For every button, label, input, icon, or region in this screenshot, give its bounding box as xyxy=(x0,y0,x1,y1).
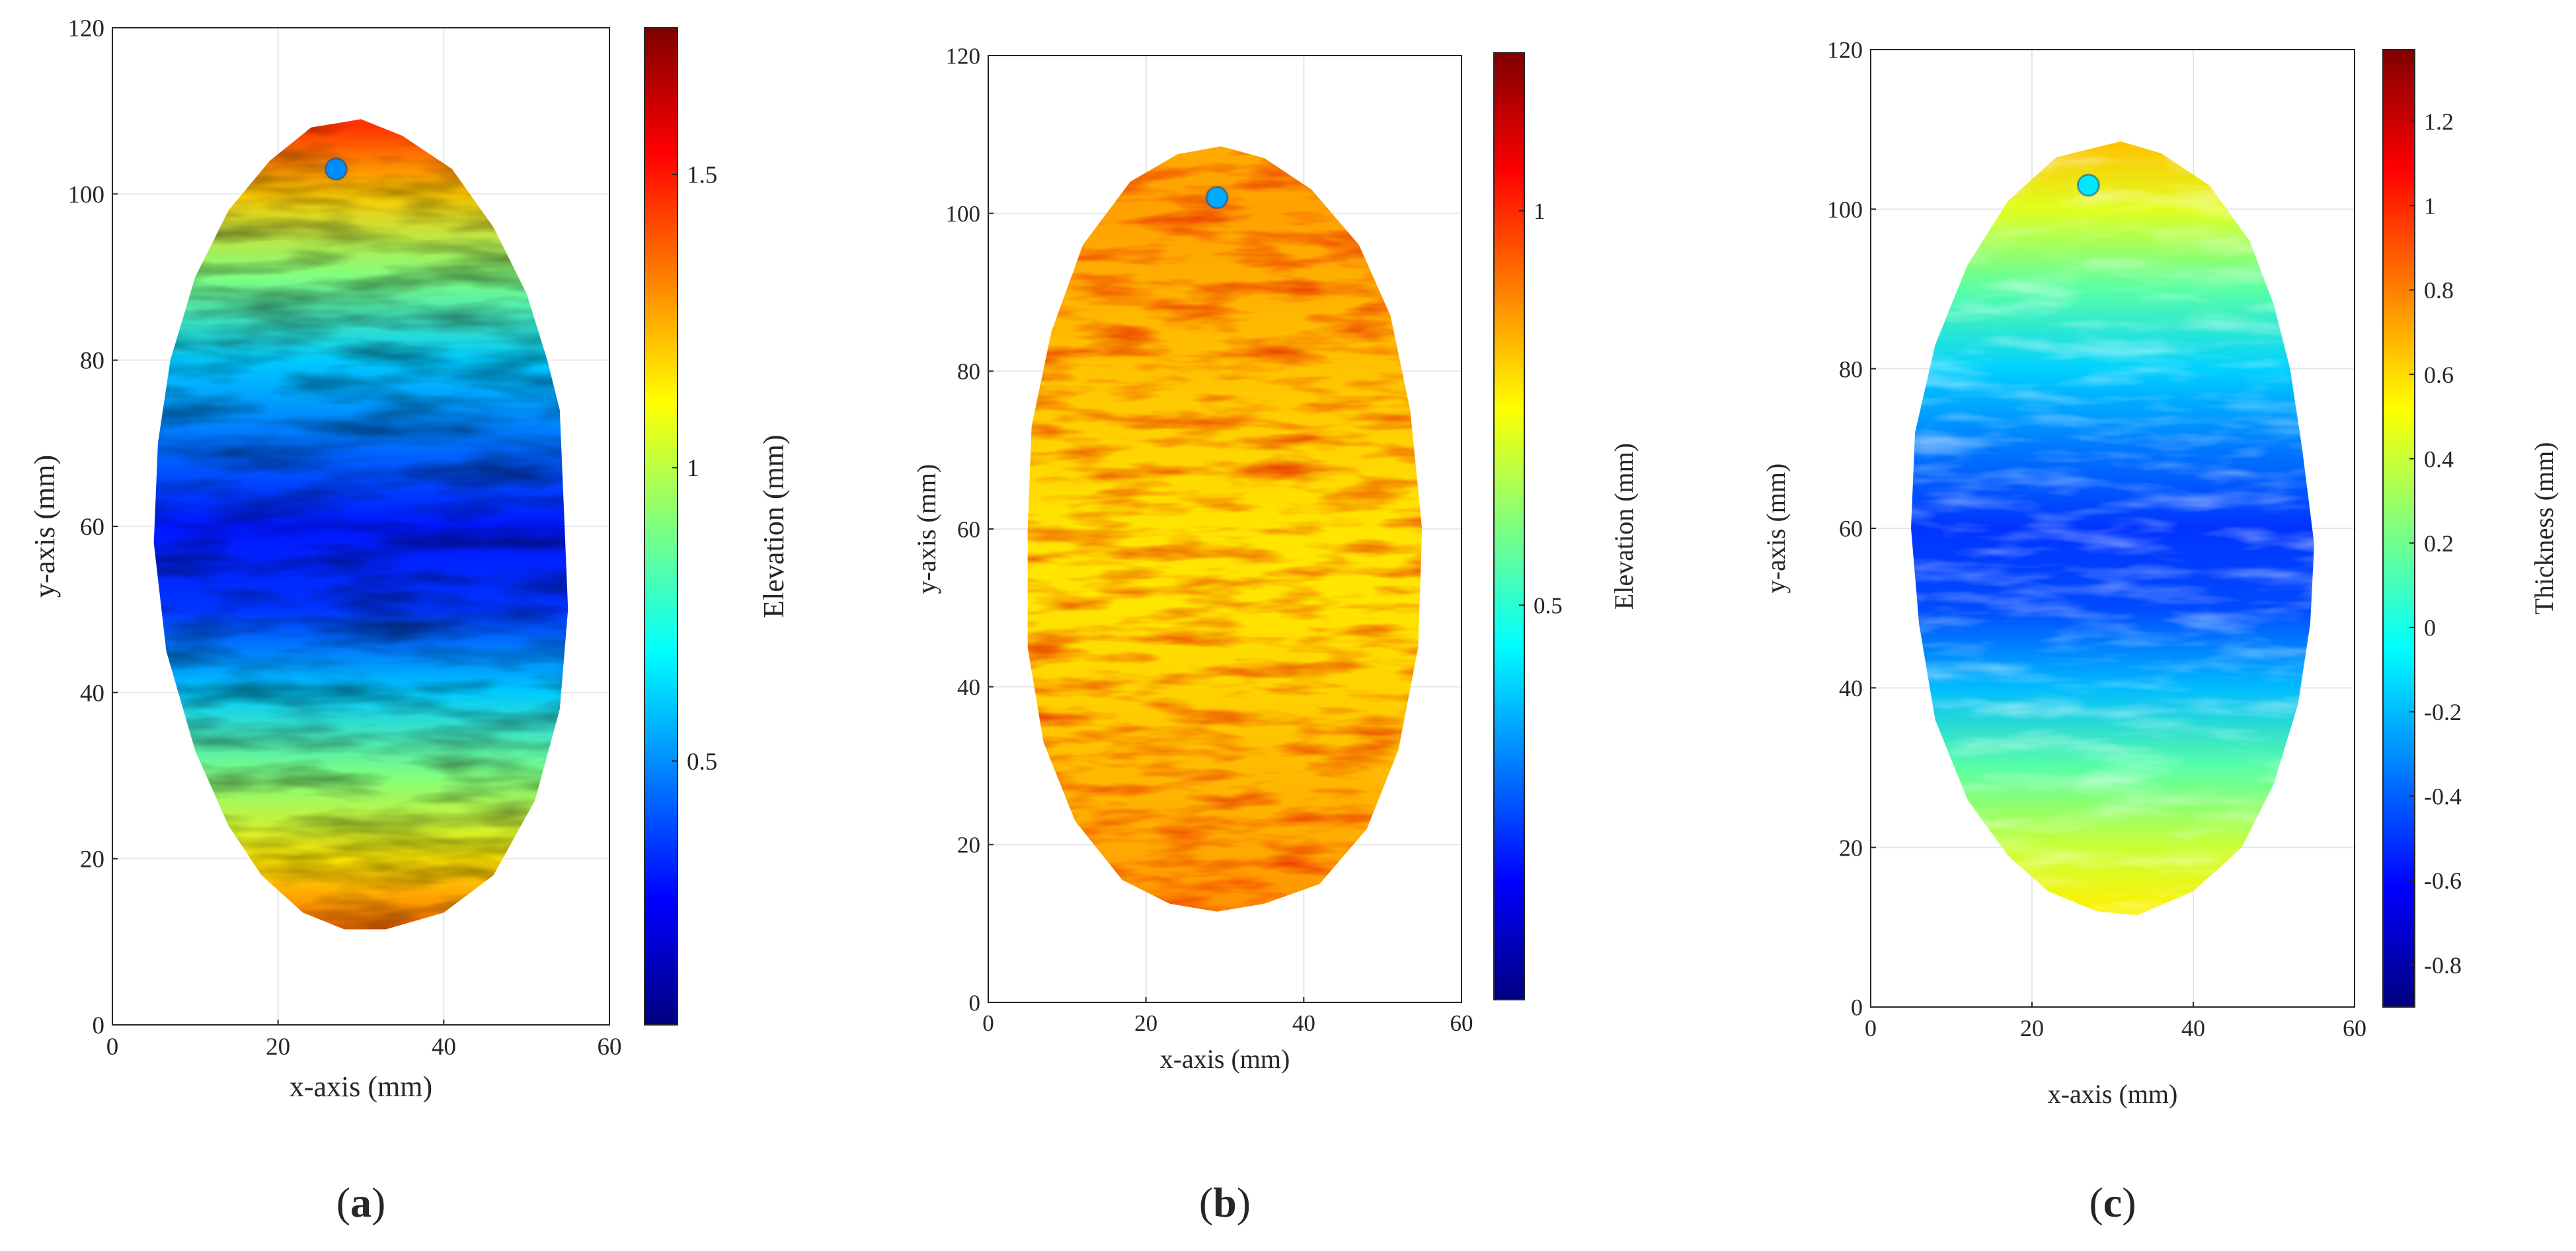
y-tick-label: 60 xyxy=(1839,516,1863,542)
y-tick-label: 120 xyxy=(68,15,105,42)
x-tick-label: 60 xyxy=(1450,1010,1473,1036)
colorbar-tick-label: 0 xyxy=(2424,615,2436,641)
y-tick-label: 0 xyxy=(1851,994,1863,1021)
colorbar-tick-label: 1.5 xyxy=(687,162,717,189)
x-tick-label: 0 xyxy=(1865,1015,1877,1041)
surface-feature-marker xyxy=(1205,186,1229,210)
surface-texture-layer xyxy=(1911,141,2314,916)
y-axis-label: y-axis (mm) xyxy=(1761,464,1791,594)
colorbar xyxy=(1493,52,1525,1000)
surface-texture xyxy=(1027,146,1423,912)
x-tick-label: 0 xyxy=(106,1033,119,1061)
x-tick-label: 40 xyxy=(432,1033,456,1061)
x-axis-label: x-axis (mm) xyxy=(290,1070,432,1103)
y-tick-label: 80 xyxy=(80,348,104,375)
colorbar xyxy=(2382,49,2415,1008)
y-tick-label: 20 xyxy=(957,832,980,858)
y-tick-label: 100 xyxy=(946,201,981,227)
colorbar-tick-label: 1 xyxy=(1534,198,1545,224)
surface-feature-marker xyxy=(2076,173,2100,197)
x-tick-label: 40 xyxy=(1292,1010,1315,1036)
y-tick-label: 60 xyxy=(957,516,980,542)
colorbar-label: Thickness (mm) xyxy=(2529,442,2559,614)
panel-b: 0 20 40 60 0 20 40 60 80 100 120 x-axis (mm) y-axis … xyxy=(912,43,1639,1226)
x-tick-label: 20 xyxy=(266,1033,290,1061)
x-tick-label: 0 xyxy=(982,1010,994,1036)
surface-texture xyxy=(1911,141,2314,916)
y-tick-label: 0 xyxy=(93,1012,105,1039)
panel-label: (c) xyxy=(2089,1179,2136,1226)
y-axis-label: y-axis (mm) xyxy=(28,455,61,598)
y-tick-label: 40 xyxy=(80,680,104,707)
colorbar-tick-label: 1.2 xyxy=(2424,108,2454,135)
x-tick-label: 60 xyxy=(2343,1015,2366,1041)
surface-texture-layer xyxy=(1027,146,1423,912)
colorbar-tick-label: 1 xyxy=(687,455,699,482)
colorbar-label: Elevation (mm) xyxy=(1609,443,1639,610)
y-tick-label: 80 xyxy=(1839,356,1863,382)
y-axis-label: y-axis (mm) xyxy=(912,464,941,594)
colorbar-tick-label: 0.5 xyxy=(1534,593,1563,619)
x-axis-label: x-axis (mm) xyxy=(2048,1079,2178,1109)
y-tick-label: 0 xyxy=(969,990,981,1016)
colorbar-label: Elevation (mm) xyxy=(758,434,790,618)
colorbar-tick-label: 0.6 xyxy=(2424,362,2454,388)
y-tick-label: 20 xyxy=(1839,834,1863,861)
y-tick-label: 20 xyxy=(80,846,104,873)
panel-c: 0 20 40 60 0 20 40 60 80 100 120 x-axis (mm) y-axis … xyxy=(1761,37,2559,1226)
x-axis-label: x-axis (mm) xyxy=(1160,1044,1290,1074)
colorbar-tick-label: -0.4 xyxy=(2424,784,2462,810)
x-tick-label: 20 xyxy=(1134,1010,1157,1036)
colorbar-tick-label: 0.2 xyxy=(2424,530,2454,557)
colorbar-tick-label: -0.2 xyxy=(2424,699,2462,725)
colorbar-tick-label: 0.8 xyxy=(2424,277,2454,303)
colorbar-tick-label: 1 xyxy=(2424,193,2436,220)
x-tick-label: 60 xyxy=(598,1033,622,1061)
y-tick-label: 100 xyxy=(68,181,105,208)
colorbar-tick-label: 0.4 xyxy=(2424,446,2454,472)
surface-feature-marker xyxy=(324,157,348,181)
y-tick-label: 60 xyxy=(80,514,104,541)
y-tick-label: 40 xyxy=(1839,675,1863,702)
y-tick-label: 100 xyxy=(1827,196,1863,223)
surface-texture xyxy=(153,119,568,930)
panel-a: 0 20 40 60 0 20 40 60 80 100 120 x-axis (mm) y-axis … xyxy=(28,15,790,1226)
colorbar-tick-label: -0.8 xyxy=(2424,952,2462,979)
y-tick-label: 120 xyxy=(946,43,981,69)
y-tick-label: 40 xyxy=(957,674,980,700)
colorbar-tick-label: -0.6 xyxy=(2424,868,2462,894)
x-tick-label: 20 xyxy=(2020,1015,2044,1041)
colorbar xyxy=(644,27,678,1026)
x-tick-label: 40 xyxy=(2181,1015,2205,1041)
colorbar-tick-label: 0.5 xyxy=(687,748,717,776)
panel-label: (a) xyxy=(336,1179,386,1226)
panel-label: (b) xyxy=(1199,1179,1251,1226)
y-tick-label: 80 xyxy=(957,359,980,385)
y-tick-label: 120 xyxy=(1827,37,1863,63)
surface-texture-layer xyxy=(153,119,568,930)
